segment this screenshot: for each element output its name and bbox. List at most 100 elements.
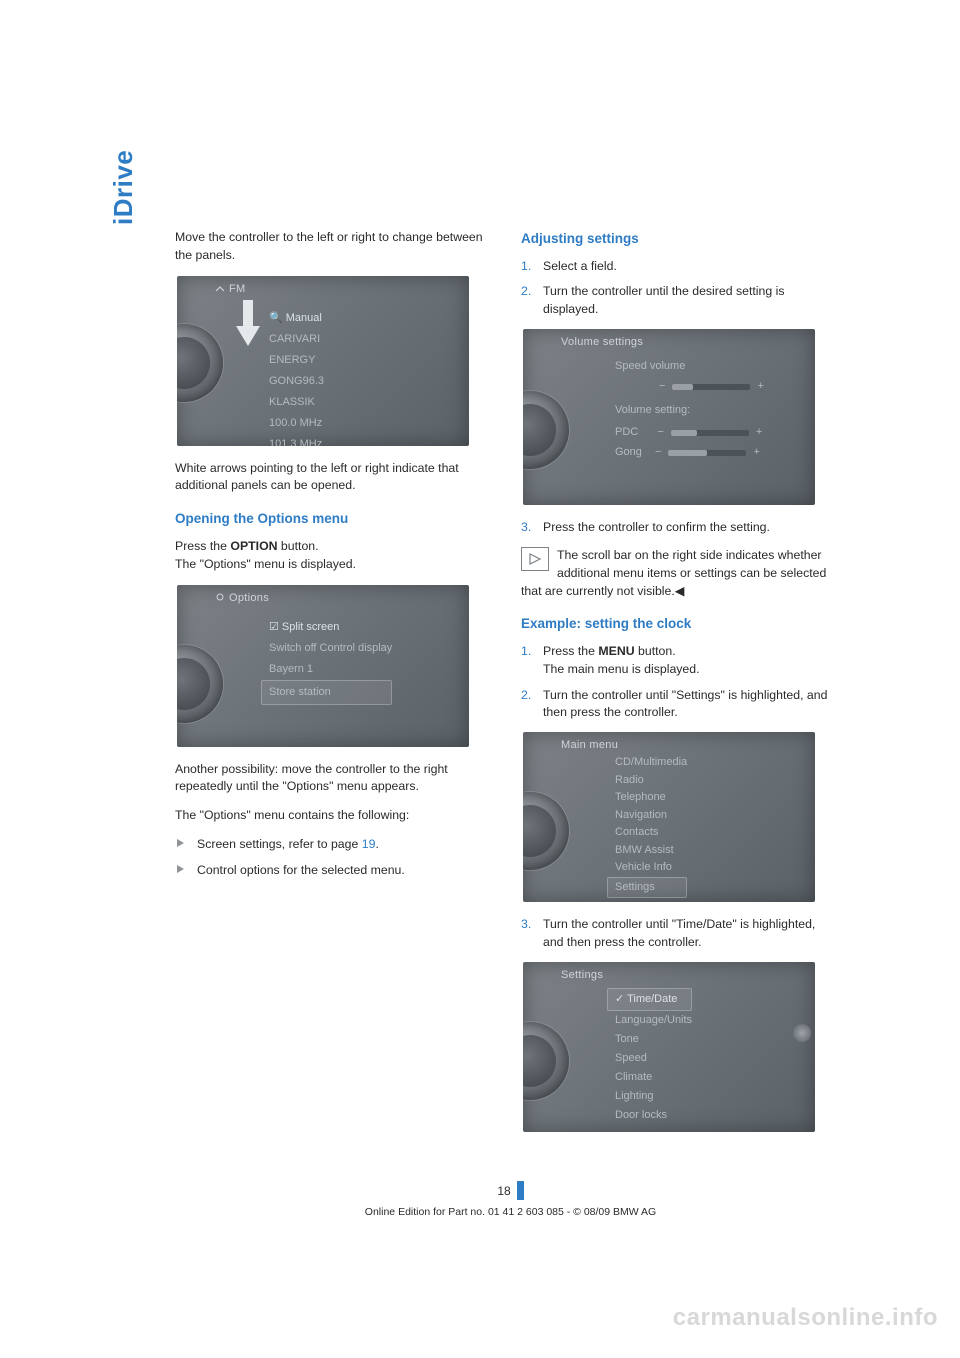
right-column: Adjusting settings Select a field. Turn …: [521, 229, 831, 1146]
screenshot-list: ✓ Time/Date Language/Units Tone Speed Cl…: [615, 988, 692, 1125]
text-run: Press the: [543, 644, 598, 658]
screenshot-title-text: FM: [229, 283, 245, 295]
controller-knob-icon: [523, 1022, 569, 1100]
controller-knob-icon: [523, 391, 569, 469]
down-arrow-icon: [235, 298, 261, 348]
list-item: 100.0 MHz: [269, 413, 324, 434]
numbered-list: Press the controller to confirm the sett…: [521, 519, 831, 537]
text-run: Press the: [175, 539, 230, 553]
step-item: Press the controller to confirm the sett…: [521, 519, 831, 537]
list-item: Language/Units: [615, 1011, 692, 1030]
text-run: The "Options" menu is displayed.: [175, 557, 356, 571]
list-item: Telephone: [615, 789, 687, 807]
bullet-list: Screen settings, refer to page 19. Contr…: [175, 836, 485, 880]
footer-text: Online Edition for Part no. 01 41 2 603 …: [365, 1206, 656, 1218]
text-run: .: [375, 837, 378, 851]
controller-knob-icon: [177, 645, 223, 723]
list-item-highlighted: ✓ Time/Date: [607, 988, 692, 1011]
slider-row: PDC −+: [615, 425, 762, 441]
list-item: Contacts: [615, 824, 687, 842]
slider-row: Gong −+: [615, 445, 760, 461]
page-link[interactable]: 19: [362, 837, 376, 851]
text-run: Volume setting:: [615, 403, 690, 419]
list-item: Climate: [615, 1068, 692, 1087]
step-item: Press the MENU button. The main menu is …: [521, 643, 831, 679]
numbered-list: Turn the controller until "Time/Date" is…: [521, 916, 831, 952]
screenshot-title-text: Main menu: [561, 739, 618, 751]
numbered-list: Select a field. Turn the controller unti…: [521, 258, 831, 319]
section-tab: iDrive: [108, 150, 139, 225]
list-item: Bayern 1: [269, 659, 392, 680]
page-footer: 18 Online Edition for Part no. 01 41 2 6…: [175, 1181, 846, 1218]
step-item: Turn the controller until "Settings" is …: [521, 687, 831, 723]
two-column-layout: Move the controller to the left or right…: [175, 229, 846, 1146]
idrive-screenshot-mainmenu: Main menu CD/Multimedia Radio Telephone …: [523, 732, 815, 902]
list-item: Door locks: [615, 1106, 692, 1125]
list-item-text: Split screen: [282, 621, 339, 633]
bold-text: OPTION: [230, 539, 277, 553]
heading-options-menu: Opening the Options menu: [175, 509, 485, 529]
text-run: button.: [635, 644, 676, 658]
screenshot-list: ☑ Split screen Switch off Control displa…: [269, 617, 392, 705]
list-item: Tone: [615, 1030, 692, 1049]
screenshot-title: Volume settings: [561, 335, 643, 351]
idrive-screenshot-fm: FM 🔍 Manual CARIVARI ENERGY GONG96.3 KLA…: [177, 276, 469, 446]
paragraph: Press the OPTION button. The "Options" m…: [175, 538, 485, 574]
list-item: 🔍 Manual: [269, 308, 324, 329]
note-icon: [521, 547, 549, 571]
text-run: Screen settings, refer to page: [197, 837, 362, 851]
text-run: Gong: [615, 445, 642, 461]
slider-label: Volume setting:: [615, 403, 690, 419]
list-item: Radio: [615, 772, 687, 790]
list-item: CARIVARI: [269, 329, 324, 350]
list-item: ENERGY: [269, 350, 324, 371]
heading-adjusting-settings: Adjusting settings: [521, 229, 831, 249]
text-run: button.: [278, 539, 319, 553]
idrive-screenshot-options: Options ☑ Split screen Switch off Contro…: [177, 585, 469, 747]
idrive-screenshot-settings: Settings ✓ Time/Date Language/Units Tone…: [523, 962, 815, 1132]
list-item: CD/Multimedia: [615, 754, 687, 772]
page-number: 18: [497, 1184, 516, 1198]
list-item: Lighting: [615, 1087, 692, 1106]
paragraph: Move the controller to the left or right…: [175, 229, 485, 265]
list-item-highlighted: Settings: [607, 877, 687, 899]
list-item: KLASSIK: [269, 392, 324, 413]
screenshot-title: Main menu: [561, 738, 618, 754]
list-item-text: Time/Date: [627, 993, 677, 1005]
step-item: Select a field.: [521, 258, 831, 276]
manual-page: iDrive Move the controller to the left o…: [0, 0, 960, 1358]
bullet-item: Control options for the selected menu.: [175, 862, 485, 880]
paragraph: Another possibility: move the controller…: [175, 761, 485, 797]
paragraph: White arrows pointing to the left or rig…: [175, 460, 485, 496]
idrive-screenshot-volume: Volume settings Speed volume −+ Volume s…: [523, 329, 815, 505]
screenshot-title-text: Volume settings: [561, 336, 643, 348]
slider-label: Speed volume: [615, 359, 685, 375]
list-item: Switch off Control display: [269, 638, 392, 659]
text-run: PDC: [615, 425, 638, 441]
step-item: Turn the controller until "Time/Date" is…: [521, 916, 831, 952]
screenshot-title-text: Options: [229, 592, 269, 604]
list-item: BMW Assist: [615, 842, 687, 860]
text-run: The main menu is displayed.: [543, 662, 700, 676]
list-item: Vehicle Info: [615, 859, 687, 877]
page-bar-icon: [517, 1181, 524, 1200]
bullet-item: Screen settings, refer to page 19.: [175, 836, 485, 854]
left-column: Move the controller to the left or right…: [175, 229, 485, 1146]
watermark: carmanualsonline.info: [673, 1304, 938, 1332]
list-item: Speed: [615, 1049, 692, 1068]
page-number-box: 18: [497, 1181, 523, 1200]
list-item: 101.3 MHz: [269, 434, 324, 446]
numbered-list: Press the MENU button. The main menu is …: [521, 643, 831, 722]
text-run: Speed volume: [615, 359, 685, 375]
screenshot-title: Options: [215, 591, 269, 607]
list-item-highlighted: Store station: [261, 680, 392, 705]
list-item: GONG96.3: [269, 371, 324, 392]
controller-knob-icon: [177, 324, 223, 402]
slider-bar: −+: [659, 379, 764, 395]
screenshot-title-text: Settings: [561, 969, 603, 981]
controller-knob-icon: [523, 792, 569, 870]
right-scroll-indicator: [793, 1024, 811, 1042]
screenshot-title: Settings: [561, 968, 603, 984]
step-item: Turn the controller until the desired se…: [521, 283, 831, 319]
list-item: ☑ Split screen: [269, 617, 392, 638]
